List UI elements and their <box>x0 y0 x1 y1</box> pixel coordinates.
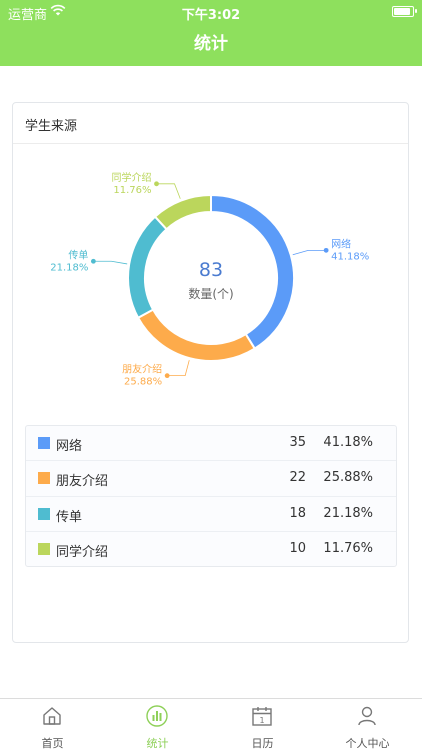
status-time: 下午3:02 <box>181 8 241 23</box>
page-title: 统计 <box>194 34 228 54</box>
carrier-label: 运营商 <box>8 8 48 23</box>
nav-bar: 统计 <box>0 24 422 66</box>
callout-line <box>167 360 190 377</box>
home-icon <box>43 707 61 725</box>
callout-percent: 25.88% <box>124 377 162 388</box>
legend-name: 传单 <box>56 509 83 525</box>
callout-line <box>93 260 128 265</box>
legend-percent: 41.18% <box>323 435 373 450</box>
tab-home[interactable]: 首页 <box>0 699 105 751</box>
legend-count: 35 <box>289 435 306 450</box>
status-bar: 运营商 下午3:02 <box>0 0 422 24</box>
callout-percent: 11.76% <box>113 185 151 196</box>
card-divider <box>13 143 408 144</box>
legend-swatch <box>38 437 50 449</box>
legend-name: 同学介绍 <box>56 544 109 560</box>
tab-profile[interactable]: 个人中心 <box>315 699 420 751</box>
callout-dot <box>323 247 329 253</box>
legend-percent: 11.76% <box>323 540 373 556</box>
donut-slice-3[interactable] <box>127 215 168 320</box>
card-title: 学生来源 <box>25 119 78 134</box>
callout-dot <box>164 373 170 379</box>
callout-dot <box>154 181 159 187</box>
donut-slice-2[interactable] <box>136 308 257 362</box>
callout-line <box>156 183 181 199</box>
legend-row[interactable]: 网络 35 41.18% <box>26 426 396 462</box>
legend-swatch <box>38 472 50 485</box>
calendar-icon: 1 <box>252 707 272 726</box>
person-icon <box>358 706 376 726</box>
legend-count: 22 <box>289 470 306 486</box>
battery-icon <box>392 6 417 17</box>
callout-dot <box>90 258 96 264</box>
legend-swatch <box>38 507 50 520</box>
callout-name: 朋友介绍 <box>122 363 162 376</box>
svg-text:1: 1 <box>259 716 264 725</box>
legend-row[interactable]: 传单 18 21.18% <box>26 497 396 532</box>
legend-name: 网络 <box>56 439 83 454</box>
stats-icon <box>146 705 168 727</box>
callout-name: 网络 <box>331 237 351 250</box>
legend-name: 朋友介绍 <box>56 474 109 490</box>
tab-bar: 首页 统计 1 日历 个人中心 <box>0 698 422 750</box>
legend-percent: 21.18% <box>323 505 373 521</box>
tab-stats[interactable]: 统计 <box>105 699 210 751</box>
legend-row[interactable]: 同学介绍 10 11.76% <box>26 532 396 567</box>
legend-count: 10 <box>289 540 306 556</box>
legend-percent: 25.88% <box>323 470 373 486</box>
tab-profile-label: 个人中心 <box>345 737 390 750</box>
legend-swatch <box>38 542 50 555</box>
donut-slice-4[interactable] <box>153 193 212 231</box>
stats-page: 学生来源 网络 41.18% 朋友介绍 25.88% 传单 21.18% 同学介绍 11.76… <box>0 66 422 698</box>
tab-calendar[interactable]: 1 日历 <box>210 699 315 751</box>
callout-name: 同学介绍 <box>112 171 152 184</box>
tab-stats-label: 统计 <box>146 737 169 750</box>
callout-percent: 41.18% <box>331 251 369 262</box>
chart-center-label: 数量(个) <box>188 286 233 301</box>
legend-count: 18 <box>289 505 306 521</box>
tab-home-label: 首页 <box>41 737 64 750</box>
tab-calendar-label: 日历 <box>251 737 274 750</box>
legend-row[interactable]: 朋友介绍 22 25.88% <box>26 461 396 497</box>
callout-name: 传单 <box>68 249 88 261</box>
wifi-icon <box>50 4 66 16</box>
donut-slice-1[interactable] <box>210 193 295 350</box>
callout-line <box>292 249 327 256</box>
student-source-card: 学生来源 网络 41.18% 朋友介绍 25.88% 传单 21.18% 同学介绍 11.76… <box>12 102 409 643</box>
legend-table: 网络 35 41.18% 朋友介绍 22 25.88% 传单 18 21.18%… <box>25 425 397 567</box>
callout-percent: 21.18% <box>50 262 88 273</box>
chart-center-value: 83 <box>199 259 223 281</box>
